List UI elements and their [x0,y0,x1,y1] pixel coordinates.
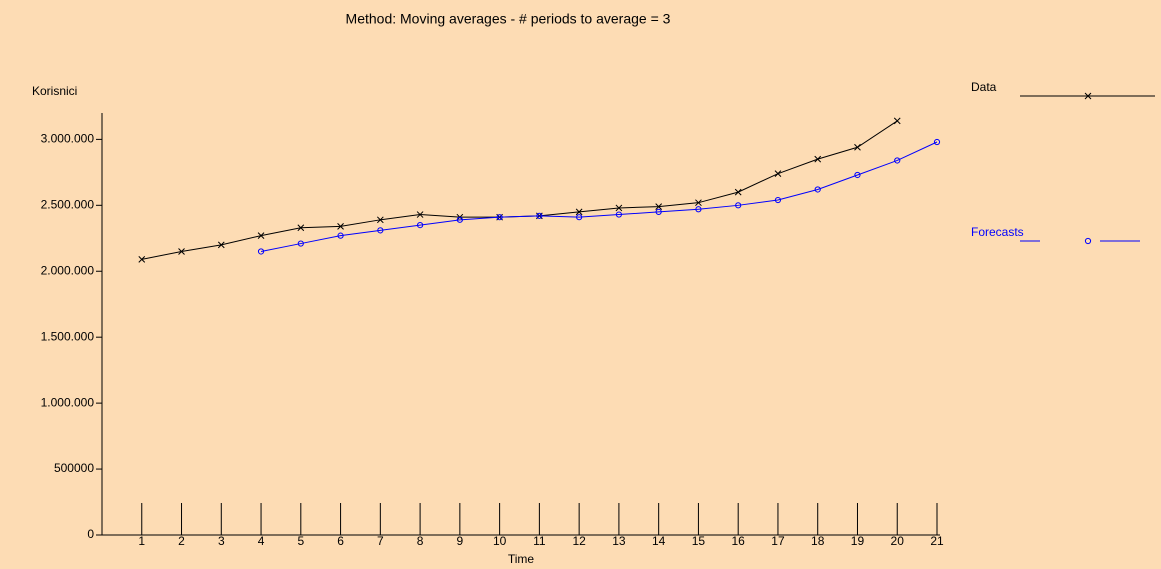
data-point [615,204,623,212]
data-point [734,188,742,196]
data-point [456,216,463,223]
x-tick-label: 17 [771,534,785,548]
x-tick-label: 13 [612,534,626,548]
legend-label: Forecasts [971,225,1024,239]
x-tick-label: 12 [572,534,586,548]
x-tick-label: 5 [297,534,304,548]
data-point [814,186,821,193]
y-tick-label: 1.500.000 [41,329,95,343]
data-point [615,211,623,218]
x-tick-label: 4 [258,534,265,548]
x-tick-label: 6 [337,534,344,548]
x-tick-label: 20 [891,534,905,548]
x-tick-label: 21 [930,534,944,548]
data-point [854,171,861,179]
data-point [893,117,901,125]
y-tick-label: 500000 [54,461,94,475]
x-tick-label: 19 [851,534,865,548]
data-point [933,138,941,146]
data-point [416,221,424,229]
legend-label: Data [971,80,997,94]
data-point [376,216,384,224]
data-point [257,232,265,239]
data-point [416,211,424,218]
y-tick-label: 2.500.000 [41,197,95,211]
x-tick-label: 15 [692,534,706,548]
data-point [297,224,305,232]
x-tick-label: 9 [457,534,464,548]
data-point [496,214,503,221]
series-line [260,141,938,252]
data-point [854,143,861,151]
chart-title: Method: Moving averages - # periods to a… [346,11,671,27]
data-point [774,170,782,178]
x-tick-label: 8 [417,534,424,548]
y-axis-title: Korisnici [32,84,77,98]
data-point [257,248,265,255]
data-point [774,196,782,204]
y-tick-label: 3.000.000 [41,132,95,146]
x-tick-label: 3 [218,534,225,548]
data-point [337,223,344,230]
data-point [655,203,663,210]
data-point [575,208,583,216]
x-tick-label: 18 [811,534,825,548]
x-tick-label: 2 [178,534,185,548]
data-point [377,227,384,234]
x-tick-label: 1 [138,534,145,548]
data-point [894,157,901,164]
data-point [814,155,822,163]
x-tick-label: 14 [652,534,666,548]
data-point [178,248,185,255]
data-point [655,208,662,216]
data-point [576,214,583,221]
data-point [536,212,543,219]
data-point [695,199,702,207]
x-tick-label: 16 [732,534,746,548]
x-tick-label: 7 [377,534,384,548]
data-point [695,206,702,213]
y-tick-label: 0 [87,527,94,541]
legend-marker [1084,92,1092,100]
x-tick-label: 10 [493,534,507,548]
data-point [297,240,304,247]
data-point [138,256,146,263]
data-point [217,241,225,249]
data-point [735,202,742,209]
y-tick-label: 1.000.000 [41,395,95,409]
data-point [337,232,344,239]
y-tick-label: 2.000.000 [41,263,95,277]
x-tick-label: 11 [533,534,546,548]
legend-marker [1084,237,1092,245]
x-axis-title: Time [508,552,535,566]
